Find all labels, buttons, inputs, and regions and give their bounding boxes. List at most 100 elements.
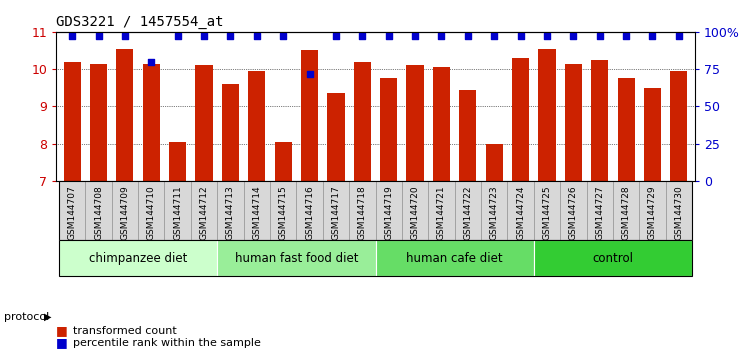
- Point: [462, 34, 474, 39]
- Text: human cafe diet: human cafe diet: [406, 252, 503, 265]
- Bar: [534, 240, 692, 276]
- Text: GSM144728: GSM144728: [622, 185, 631, 240]
- Point: [92, 34, 104, 39]
- Bar: [217, 240, 376, 276]
- Bar: [512, 58, 529, 181]
- Bar: [164, 181, 191, 240]
- Point: [673, 34, 685, 39]
- Text: GSM144722: GSM144722: [463, 185, 472, 240]
- Bar: [249, 71, 265, 181]
- Bar: [402, 181, 428, 240]
- Text: GSM144730: GSM144730: [674, 185, 683, 240]
- Bar: [639, 181, 665, 240]
- Bar: [143, 63, 160, 181]
- Text: GSM144715: GSM144715: [279, 185, 288, 240]
- Text: human fast food diet: human fast food diet: [234, 252, 358, 265]
- Bar: [565, 63, 582, 181]
- Bar: [671, 71, 687, 181]
- Text: GSM144712: GSM144712: [200, 185, 209, 240]
- Text: GSM144719: GSM144719: [385, 185, 394, 240]
- Point: [514, 34, 526, 39]
- Point: [594, 34, 606, 39]
- Point: [567, 34, 579, 39]
- Bar: [270, 181, 297, 240]
- Text: GSM144707: GSM144707: [68, 185, 77, 240]
- Bar: [59, 240, 217, 276]
- Point: [409, 34, 421, 39]
- Bar: [534, 181, 560, 240]
- Point: [277, 34, 289, 39]
- Bar: [481, 181, 508, 240]
- Bar: [591, 60, 608, 181]
- Text: GDS3221 / 1457554_at: GDS3221 / 1457554_at: [56, 16, 224, 29]
- Bar: [376, 181, 402, 240]
- Text: GSM144713: GSM144713: [226, 185, 235, 240]
- Point: [647, 34, 659, 39]
- Bar: [376, 240, 534, 276]
- Point: [145, 59, 157, 64]
- Bar: [665, 181, 692, 240]
- Text: GSM144717: GSM144717: [331, 185, 340, 240]
- Bar: [86, 181, 112, 240]
- Text: ■: ■: [56, 336, 68, 349]
- Bar: [191, 181, 217, 240]
- Text: protocol: protocol: [4, 312, 49, 322]
- Bar: [327, 93, 345, 181]
- Text: GSM144718: GSM144718: [357, 185, 366, 240]
- Text: GSM144709: GSM144709: [120, 185, 129, 240]
- Bar: [617, 78, 635, 181]
- Bar: [433, 67, 450, 181]
- Text: GSM144729: GSM144729: [648, 185, 657, 240]
- Text: ■: ■: [56, 325, 68, 337]
- Point: [119, 34, 131, 39]
- Text: GSM144721: GSM144721: [437, 185, 446, 240]
- Bar: [112, 181, 138, 240]
- Bar: [486, 144, 502, 181]
- Bar: [243, 181, 270, 240]
- Bar: [217, 181, 243, 240]
- Bar: [138, 181, 164, 240]
- Text: GSM144716: GSM144716: [305, 185, 314, 240]
- Bar: [508, 181, 534, 240]
- Point: [436, 34, 448, 39]
- Text: GSM144714: GSM144714: [252, 185, 261, 240]
- Point: [488, 34, 500, 39]
- Text: transformed count: transformed count: [73, 326, 176, 336]
- Bar: [169, 142, 186, 181]
- Bar: [406, 65, 424, 181]
- Bar: [90, 63, 107, 181]
- Bar: [428, 181, 454, 240]
- Text: GSM144727: GSM144727: [596, 185, 605, 240]
- Text: ▶: ▶: [44, 312, 51, 322]
- Point: [330, 34, 342, 39]
- Text: percentile rank within the sample: percentile rank within the sample: [73, 338, 261, 348]
- Bar: [538, 48, 556, 181]
- Bar: [116, 48, 134, 181]
- Point: [66, 34, 78, 39]
- Text: GSM144711: GSM144711: [173, 185, 182, 240]
- Point: [303, 71, 315, 76]
- Point: [383, 34, 395, 39]
- Point: [172, 34, 184, 39]
- Text: GSM144723: GSM144723: [490, 185, 499, 240]
- Text: control: control: [593, 252, 633, 265]
- Text: GSM144726: GSM144726: [569, 185, 578, 240]
- Text: GSM144708: GSM144708: [94, 185, 103, 240]
- Text: chimpanzee diet: chimpanzee diet: [89, 252, 187, 265]
- Bar: [195, 65, 213, 181]
- Point: [198, 34, 210, 39]
- Bar: [613, 181, 639, 240]
- Point: [251, 34, 263, 39]
- Bar: [222, 84, 239, 181]
- Point: [620, 34, 632, 39]
- Bar: [301, 51, 318, 181]
- Bar: [587, 181, 613, 240]
- Bar: [354, 62, 371, 181]
- Bar: [644, 88, 661, 181]
- Point: [541, 34, 553, 39]
- Bar: [380, 78, 397, 181]
- Bar: [64, 62, 80, 181]
- Text: GSM144710: GSM144710: [146, 185, 155, 240]
- Bar: [323, 181, 349, 240]
- Bar: [460, 90, 476, 181]
